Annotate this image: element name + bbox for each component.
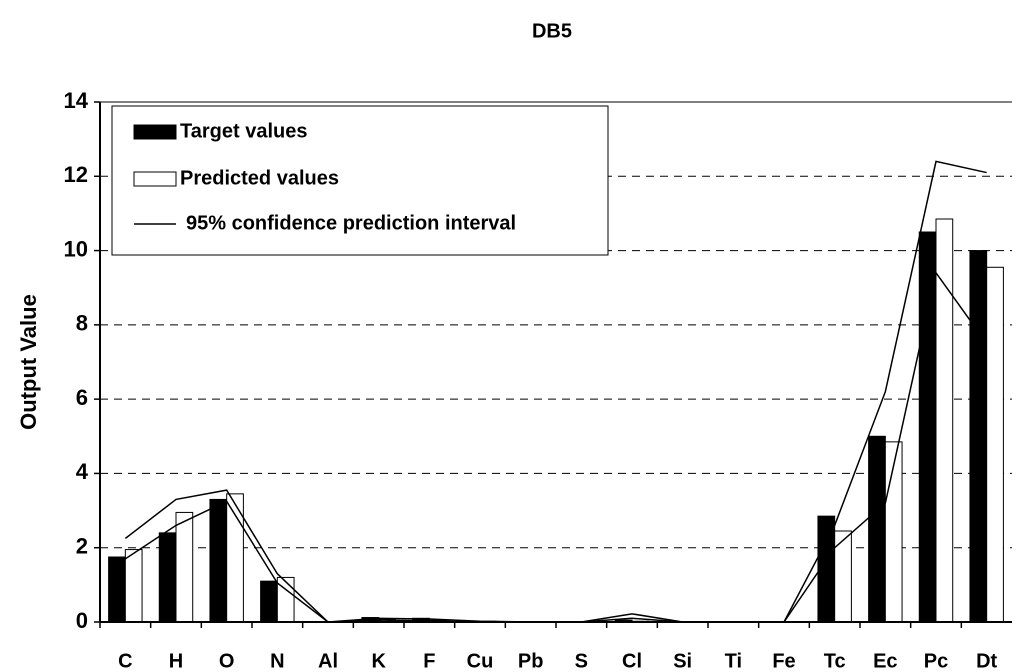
y-axis-label: Output Value	[16, 294, 41, 430]
legend-swatch	[133, 171, 177, 187]
bar	[108, 556, 126, 623]
x-tick-label: Pb	[518, 650, 544, 672]
legend-label: Target values	[180, 120, 307, 142]
x-tick-label: Fe	[772, 650, 795, 672]
x-tick-label: N	[270, 650, 284, 672]
bar	[969, 250, 988, 623]
x-tick-label: H	[169, 650, 183, 672]
legend-label: 95% confidence prediction interval	[186, 212, 516, 234]
bar	[209, 498, 228, 623]
x-tick-label: Tc	[824, 650, 846, 672]
x-tick-label: Cu	[467, 650, 494, 672]
bar	[124, 549, 143, 623]
legend-box	[111, 105, 609, 256]
x-tick-label: Dt	[976, 650, 997, 672]
y-tick-label: 6	[76, 385, 88, 410]
y-tick-label: 8	[76, 311, 88, 336]
bar	[918, 231, 937, 623]
y-tick-label: 2	[76, 534, 88, 559]
bar	[175, 511, 194, 623]
x-tick-label: Si	[673, 650, 692, 672]
chart-title: DB5	[532, 20, 572, 42]
y-tick-label: 14	[64, 88, 89, 113]
y-tick-label: 0	[76, 608, 88, 633]
bar	[935, 218, 954, 623]
x-tick-label: Ec	[873, 650, 897, 672]
bar	[868, 435, 886, 623]
x-tick-label: K	[371, 650, 386, 672]
legend-swatch	[133, 124, 177, 140]
x-tick-label: Ti	[725, 650, 742, 672]
x-tick-label: Cl	[622, 650, 642, 672]
y-tick-label: 4	[76, 459, 89, 484]
bar	[884, 441, 903, 623]
x-tick-label: S	[575, 650, 588, 672]
x-tick-label: Al	[318, 650, 338, 672]
y-tick-label: 10	[64, 236, 88, 261]
bar	[986, 266, 1004, 623]
bar	[158, 532, 177, 623]
x-tick-label: Pc	[924, 650, 948, 672]
x-tick-label: C	[118, 650, 132, 672]
x-tick-label: O	[219, 650, 235, 672]
bar	[260, 580, 278, 623]
legend-label: Predicted values	[180, 167, 339, 189]
y-tick-label: 12	[64, 162, 88, 187]
x-tick-label: F	[423, 650, 435, 672]
